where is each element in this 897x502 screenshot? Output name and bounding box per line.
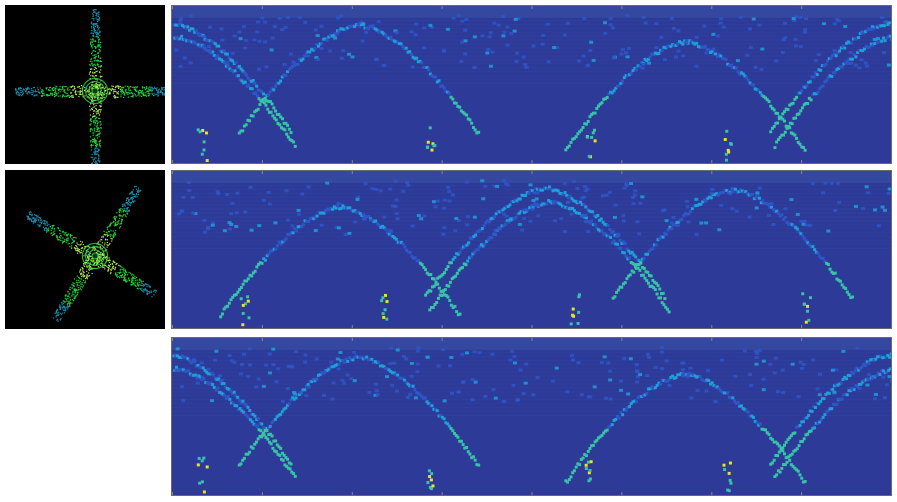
range-image-heatmap-3 — [172, 338, 891, 495]
point-cloud-bev-2 — [26, 185, 158, 322]
range-image-row-1 — [171, 5, 892, 164]
point-cloud-bev-1 — [15, 9, 165, 164]
range-image-row-3 — [171, 337, 892, 496]
birds-eye-view-row-1 — [5, 5, 165, 164]
birds-eye-view-row-2 — [5, 170, 165, 329]
range-image-heatmap-1 — [172, 6, 891, 163]
range-image-heatmap-2 — [172, 171, 891, 328]
range-image-row-2 — [171, 170, 892, 329]
